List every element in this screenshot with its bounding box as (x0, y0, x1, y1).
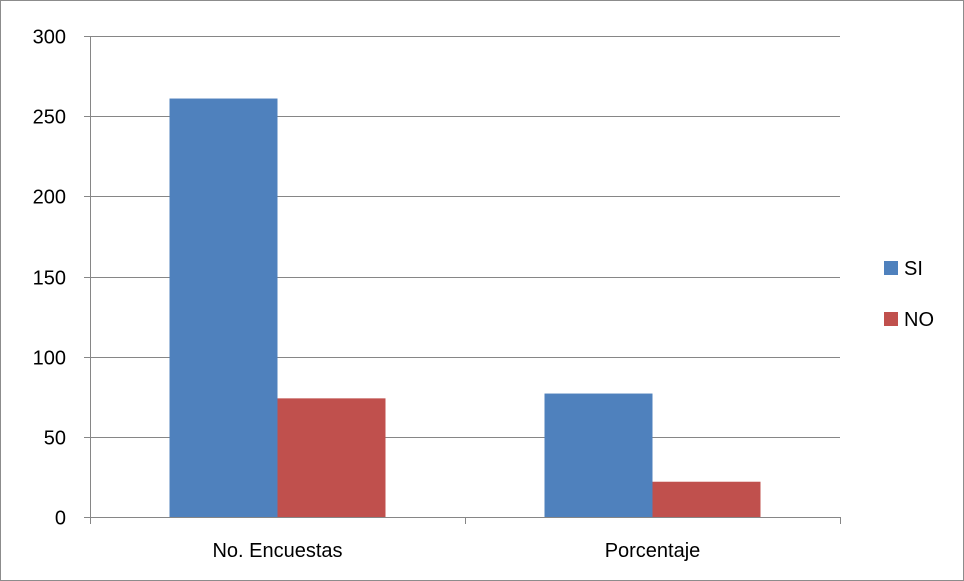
legend-swatch-si (884, 261, 898, 275)
y-tick-labels: 0 50 100 150 200 250 300 (33, 27, 66, 530)
x-category-labels: No. Encuestas Porcentaje (212, 540, 700, 562)
y-tick-label: 0 (55, 508, 66, 530)
bar-si-0 (169, 98, 278, 517)
legend-label-si: SI (904, 258, 923, 280)
axes (84, 36, 841, 524)
legend: SI NO (884, 258, 934, 331)
y-tick-label: 50 (44, 428, 66, 450)
y-tick-label: 300 (33, 27, 66, 49)
legend-swatch-no (884, 312, 898, 326)
y-tick-label: 150 (33, 268, 66, 290)
bar-no-1 (652, 481, 761, 517)
y-tick-label: 200 (33, 187, 66, 209)
legend-label-no: NO (904, 309, 934, 331)
x-category-label: No. Encuestas (212, 540, 342, 562)
bar-no-0 (277, 398, 386, 517)
bars (169, 98, 761, 517)
bar-si-1 (544, 393, 653, 517)
y-tick-label: 250 (33, 107, 66, 129)
x-category-label: Porcentaje (605, 540, 701, 562)
y-tick-label: 100 (33, 348, 66, 370)
